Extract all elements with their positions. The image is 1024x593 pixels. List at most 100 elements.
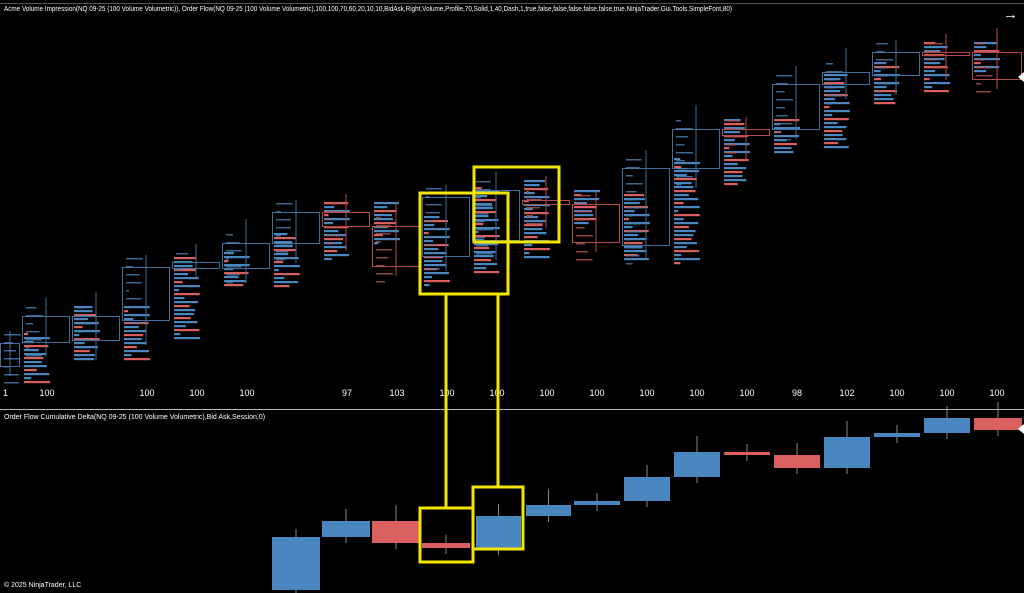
profile-bar bbox=[174, 289, 179, 292]
profile-bar bbox=[524, 184, 540, 187]
profile-bar bbox=[524, 244, 533, 247]
order-row bbox=[4, 382, 19, 384]
delta-panel bbox=[272, 402, 1022, 593]
candle-box bbox=[72, 316, 120, 341]
profile-bar bbox=[874, 62, 887, 65]
profile-bar bbox=[424, 280, 450, 283]
order-row bbox=[976, 51, 993, 53]
profile-bar bbox=[624, 214, 650, 217]
profile-bar bbox=[324, 242, 343, 245]
order-row bbox=[626, 215, 634, 217]
profile-bar bbox=[574, 190, 600, 193]
profile-bar bbox=[74, 310, 93, 313]
profile-bar bbox=[124, 334, 144, 337]
order-row bbox=[426, 220, 433, 222]
profile-bar bbox=[424, 264, 447, 267]
order-row bbox=[926, 67, 943, 69]
order-row bbox=[476, 189, 491, 191]
candle-box bbox=[572, 204, 620, 243]
profile-bar bbox=[524, 256, 550, 259]
profile-bar bbox=[674, 202, 684, 205]
profile-bar bbox=[674, 238, 692, 241]
profile-bar bbox=[624, 210, 635, 213]
profile-bar bbox=[174, 281, 183, 284]
order-row bbox=[76, 307, 85, 309]
delta-box bbox=[924, 418, 970, 433]
order-row bbox=[726, 144, 737, 146]
profile-bar bbox=[474, 219, 499, 222]
order-row bbox=[126, 266, 133, 268]
order-row bbox=[676, 184, 682, 186]
profile-bar bbox=[774, 119, 800, 122]
profile-bar bbox=[774, 127, 800, 130]
profile-bar bbox=[324, 246, 347, 249]
volume-label: 100 bbox=[989, 388, 1004, 398]
profile-bar bbox=[824, 126, 847, 129]
profile-bar bbox=[524, 204, 550, 207]
profile-bar bbox=[724, 175, 743, 178]
volume-label: 1 bbox=[3, 388, 8, 398]
profile-bar bbox=[474, 207, 494, 210]
order-row bbox=[426, 196, 430, 198]
profile-bar bbox=[24, 333, 28, 336]
expand-arrow[interactable]: → bbox=[1003, 6, 1018, 23]
order-row bbox=[376, 281, 385, 283]
profile-bar bbox=[24, 365, 47, 368]
order-row bbox=[476, 245, 489, 247]
order-row bbox=[626, 263, 633, 265]
profile-bar bbox=[874, 66, 900, 69]
order-row bbox=[576, 211, 593, 213]
profile-bar bbox=[474, 231, 479, 234]
profile-bar bbox=[874, 102, 896, 105]
price-panel bbox=[0, 28, 1022, 384]
order-row bbox=[826, 95, 843, 97]
profile-bar bbox=[874, 98, 894, 101]
order-row bbox=[876, 51, 885, 53]
profile-bar bbox=[24, 353, 46, 356]
profile-bar bbox=[724, 171, 743, 174]
delta-title: Order Flow Cumulative Delta(NQ 09-25 (10… bbox=[4, 414, 265, 421]
volume-label: 100 bbox=[539, 388, 554, 398]
order-row bbox=[776, 139, 791, 141]
profile-bar bbox=[224, 264, 250, 267]
order-row bbox=[876, 75, 889, 77]
order-row bbox=[626, 247, 642, 249]
profile-bar bbox=[174, 325, 186, 328]
profile-bar bbox=[824, 134, 843, 137]
order-row bbox=[126, 322, 143, 324]
candle-box bbox=[22, 316, 70, 343]
order-row bbox=[26, 331, 40, 333]
candle-box bbox=[322, 212, 370, 227]
order-row bbox=[176, 253, 189, 255]
order-row bbox=[126, 290, 130, 292]
profile-bar bbox=[674, 246, 687, 249]
delta-marker bbox=[1018, 424, 1024, 434]
order-row bbox=[126, 314, 133, 316]
order-row bbox=[626, 175, 633, 177]
profile-bar bbox=[24, 337, 50, 340]
candle-box bbox=[422, 197, 470, 257]
highlight-box bbox=[472, 165, 561, 244]
volume-label: 98 bbox=[792, 388, 802, 398]
order-row bbox=[676, 176, 693, 178]
profile-bar bbox=[674, 210, 679, 213]
order-row bbox=[676, 136, 689, 138]
profile-bar bbox=[274, 245, 293, 248]
order-row bbox=[126, 282, 142, 284]
profile-bar bbox=[474, 271, 500, 274]
profile-bar bbox=[174, 273, 189, 276]
profile-bar bbox=[474, 243, 499, 246]
profile-bar bbox=[424, 240, 433, 243]
profile-bar bbox=[224, 272, 249, 275]
order-row bbox=[976, 67, 989, 69]
order-row bbox=[26, 307, 37, 309]
profile-bar bbox=[274, 241, 293, 244]
profile-bar bbox=[524, 248, 550, 251]
profile-bar bbox=[924, 82, 950, 85]
order-row bbox=[226, 258, 230, 260]
profile-bar bbox=[124, 318, 134, 321]
profile-bar bbox=[674, 230, 696, 233]
profile-bar bbox=[974, 46, 987, 49]
profile-bar bbox=[424, 276, 432, 279]
order-row bbox=[776, 75, 793, 77]
